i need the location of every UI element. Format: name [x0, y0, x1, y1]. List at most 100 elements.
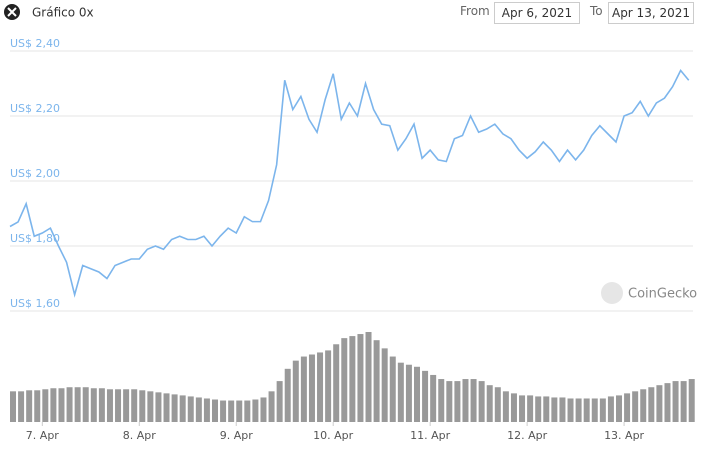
from-date-input[interactable]: Apr 6, 2021	[494, 2, 580, 24]
volume-bar	[179, 395, 186, 422]
from-label: From	[460, 4, 490, 18]
volume-bar	[82, 387, 89, 422]
volume-bar	[203, 398, 210, 422]
x-tick-label: 9. Apr	[220, 429, 253, 442]
volume-bar	[58, 388, 65, 422]
volume-bar	[317, 352, 324, 422]
volume-bar	[430, 374, 437, 422]
volume-bar	[90, 388, 97, 422]
volume-bar	[551, 397, 558, 422]
volume-bar	[591, 398, 598, 422]
volume-bar	[276, 381, 283, 422]
volume-bar	[543, 396, 550, 422]
x-tick-label: 7. Apr	[26, 429, 59, 442]
volume-bar	[381, 348, 388, 422]
volume-bar	[656, 385, 663, 422]
volume-bar	[50, 388, 57, 422]
volume-bar	[607, 396, 614, 422]
volume-bar	[155, 392, 162, 422]
volume-bar	[252, 399, 259, 422]
volume-bar	[672, 381, 679, 422]
volume-bar	[438, 379, 445, 422]
volume-bar	[42, 389, 49, 422]
volume-bar	[349, 336, 356, 422]
watermark: CoinGecko	[628, 287, 697, 302]
volume-bar	[478, 381, 485, 422]
x-tick-label: 8. Apr	[123, 429, 156, 442]
volume-bar	[373, 340, 380, 422]
logo-mark	[7, 7, 17, 17]
volume-bar	[365, 332, 372, 422]
volume-bar	[446, 381, 453, 422]
volume-bar	[123, 389, 130, 422]
volume-bar	[510, 393, 517, 422]
volume-bar	[187, 396, 194, 422]
volume-bar	[688, 379, 695, 422]
volume-bar	[502, 391, 509, 422]
volume-bar	[397, 362, 404, 422]
volume-bar	[308, 354, 315, 422]
volume-bar	[74, 387, 81, 422]
volume-bar	[486, 385, 493, 422]
y-tick-label: US$ 1,80	[10, 232, 60, 245]
volume-bar	[583, 398, 590, 422]
volume-bar	[325, 350, 332, 422]
volume-bar	[163, 393, 170, 422]
volume-bar	[640, 389, 647, 422]
volume-bar	[559, 397, 566, 422]
volume-bar	[147, 391, 154, 422]
volume-bar	[300, 356, 307, 422]
volume-bar	[115, 389, 122, 422]
volume-bar	[664, 383, 671, 422]
volume-bar	[131, 389, 138, 422]
volume-bar	[244, 400, 251, 422]
volume-bar	[567, 398, 574, 422]
volume-bar	[212, 399, 218, 422]
volume-bar	[220, 400, 227, 422]
volume-bar	[139, 390, 146, 422]
volume-bar	[260, 397, 267, 422]
volume-bar	[357, 334, 364, 422]
volume-bar	[648, 387, 655, 422]
volume-bar	[470, 379, 477, 422]
x-tick-label: 12. Apr	[507, 429, 547, 442]
volume-bar	[106, 389, 113, 422]
volume-bar	[535, 396, 542, 422]
watermark-icon	[601, 282, 623, 304]
y-tick-label: US$ 1,60	[10, 297, 60, 310]
volume-bar	[98, 388, 105, 422]
x-tick-label: 11. Apr	[410, 429, 450, 442]
volume-bar	[599, 398, 606, 422]
volume-bar	[284, 368, 291, 422]
x-tick-label: 10. Apr	[313, 429, 353, 442]
volume-bar	[26, 390, 33, 422]
y-tick-label: US$ 2,40	[10, 37, 60, 50]
volume-bar	[389, 356, 396, 422]
volume-bar	[624, 393, 631, 422]
volume-bar	[519, 395, 526, 422]
volume-bar	[292, 360, 299, 422]
volume-bar	[422, 370, 429, 422]
volume-bar	[10, 391, 16, 422]
y-tick-label: US$ 2,20	[10, 102, 60, 115]
volume-bar	[680, 381, 687, 422]
volume-bar	[616, 395, 622, 422]
volume-bar	[462, 379, 469, 422]
volume-bar	[494, 387, 501, 422]
volume-bar	[414, 366, 420, 422]
price-line	[9, 69, 690, 298]
volume-bar	[195, 397, 202, 422]
volume-bar	[66, 387, 73, 422]
volume-bar	[333, 344, 340, 422]
volume-bar	[171, 394, 178, 422]
volume-bar	[632, 391, 639, 422]
volume-bar	[268, 391, 275, 422]
volume-bar	[575, 398, 582, 422]
volume-bar	[236, 400, 243, 422]
to-date-input[interactable]: Apr 13, 2021	[608, 2, 694, 24]
volume-bar	[527, 395, 534, 422]
widget-title: Gráfico 0x	[32, 6, 94, 20]
